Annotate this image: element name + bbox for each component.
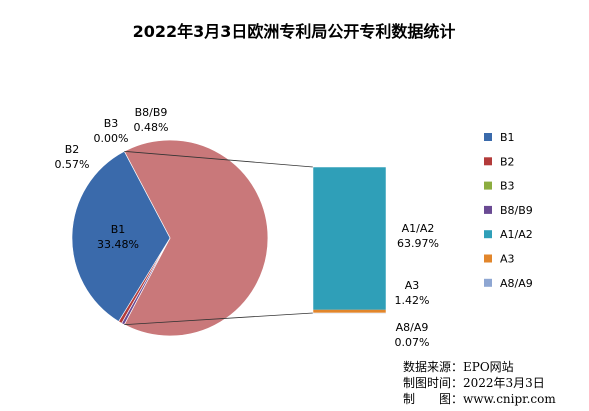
data-label-name-a3: A3 (405, 279, 420, 292)
bar-outline (312, 166, 387, 314)
data-label-value-b1: 33.48% (97, 238, 139, 251)
source-line-3: 制 图：www.cnipr.com (403, 392, 556, 406)
legend-swatch-a8-a9 (484, 278, 492, 287)
legend-label-a1-a2: A1/A2 (500, 228, 533, 241)
source-line-2: 制图时间：2022年3月3日 (403, 376, 545, 390)
pie-slice-other (123, 139, 269, 337)
legend: B1 B2 B3 B8/B9 A1/A2 A3 A8/A9 (484, 131, 533, 290)
data-label-name-b3: B3 (104, 117, 119, 130)
data-label-name-b2: B2 (65, 143, 80, 156)
legend-label-b2: B2 (500, 155, 515, 168)
data-label-name-b1: B1 (111, 223, 126, 236)
connector-line-bottom (124, 312, 314, 326)
data-label-value-a3: 1.42% (395, 294, 430, 307)
data-label-value-b2: 0.57% (55, 158, 90, 171)
chart-title: 2022年3月3日欧洲专利局公开专利数据统计 (133, 22, 456, 41)
source-line-1: 数据来源：EPO网站 (403, 359, 514, 374)
legend-label-b8-b9: B8/B9 (500, 204, 533, 217)
legend-swatch-a1-a2 (484, 230, 492, 239)
legend-swatch-b3 (484, 181, 492, 190)
data-label-value-b8-b9: 0.48% (134, 121, 169, 134)
legend-label-b3: B3 (500, 180, 515, 193)
legend-label-a3: A3 (500, 253, 515, 266)
data-label-value-b3: 0.00% (94, 132, 129, 145)
data-label-name-a8-a9: A8/A9 (396, 321, 429, 334)
bar-segment-a3 (313, 309, 386, 313)
data-labels: B1 33.48% B2 0.57% B3 0.00% B8/B9 0.48% A1/A2 63.… (55, 106, 439, 349)
bar-segment-a1-a2 (313, 167, 386, 310)
legend-swatch-a3 (484, 254, 492, 263)
pie-slice-b1 (71, 150, 171, 322)
pie-group (71, 139, 269, 337)
data-label-name-a1-a2: A1/A2 (402, 222, 435, 235)
legend-label-b1: B1 (500, 131, 515, 144)
connector-line-top (124, 150, 314, 168)
legend-swatch-b8-b9 (484, 205, 492, 214)
stacked-bar-group (312, 166, 387, 314)
connector-lines (124, 150, 314, 326)
legend-swatch-b1 (484, 133, 492, 141)
data-label-value-a1-a2: 63.97% (397, 237, 439, 250)
legend-swatch-b2 (484, 157, 492, 166)
data-label-name-b8-b9: B8/B9 (135, 106, 168, 119)
legend-label-a8-a9: A8/A9 (500, 277, 533, 290)
source-note: 数据来源：EPO网站 制图时间：2022年3月3日 制 图：www.cnipr.… (403, 359, 556, 406)
data-label-value-a8-a9: 0.07% (395, 336, 430, 349)
